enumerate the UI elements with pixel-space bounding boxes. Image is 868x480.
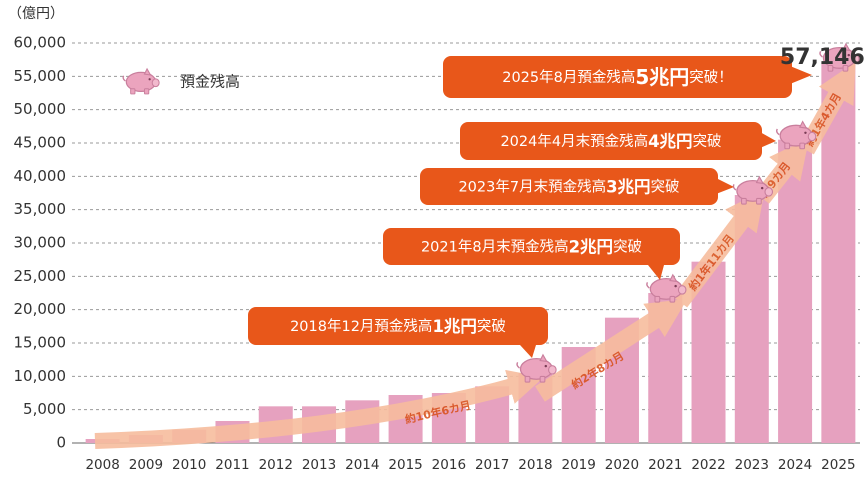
growth-arrow [672, 189, 765, 308]
callout-part: 突破 [693, 133, 722, 150]
x-tick-label: 2013 [302, 457, 336, 473]
callout-box [443, 56, 792, 98]
x-tick-label: 2010 [172, 457, 206, 473]
callout-part: 2024年4月末預金残高 [500, 133, 648, 150]
callout-part: 1兆円 [432, 317, 476, 336]
x-tick-label: 2022 [691, 457, 725, 473]
x-tick-label: 2019 [562, 457, 596, 473]
y-tick-label: 35,000 [14, 200, 67, 218]
callout-box [460, 122, 762, 160]
callout-tail [790, 66, 812, 84]
y-tick-label: 10,000 [14, 367, 67, 385]
y-tick-label: 0 [56, 434, 66, 452]
callout-part: 突破 [477, 318, 506, 335]
y-tick-label: 50,000 [14, 100, 67, 118]
callout-box [383, 228, 680, 265]
x-tick-label: 2024 [778, 457, 812, 473]
callout-part: 突破 [651, 179, 680, 196]
callout-part: 突破！ [689, 69, 733, 86]
y-tick-label: 60,000 [14, 34, 67, 52]
callout-part: 2023年7月末預金残高 [458, 179, 606, 196]
callout-part: 2025年8月預金残高 [502, 69, 635, 86]
unit-label: （億円） [8, 6, 64, 22]
callout-tail [520, 345, 536, 358]
growth-arrow [535, 298, 688, 402]
callout-part: 5兆円 [635, 65, 689, 89]
callout-box [420, 168, 718, 205]
callout-text: 2018年12月預金残高1兆円突破 [290, 317, 506, 336]
callout-part: 突破 [613, 239, 642, 256]
y-tick-label: 45,000 [14, 134, 67, 152]
callout-tail [760, 132, 776, 148]
legend-label: 預金残高 [180, 73, 240, 91]
callout-box [248, 307, 548, 345]
x-tick-label: 2018 [518, 457, 552, 473]
bar [778, 139, 813, 443]
y-tick-label: 5,000 [23, 400, 66, 418]
y-tick-label: 20,000 [14, 300, 67, 318]
x-tick-label: 2008 [85, 457, 119, 473]
x-tick-label: 2014 [345, 457, 379, 473]
legend-icon [122, 68, 160, 95]
callout-part: 4兆円 [648, 132, 692, 151]
callout-text: 2024年4月末預金残高4兆円突破 [500, 132, 721, 151]
growth-arrow [94, 369, 544, 449]
callout-part: 3兆円 [606, 177, 650, 196]
y-tick-label: 55,000 [14, 67, 67, 85]
y-tick-label: 40,000 [14, 167, 67, 185]
x-tick-label: 2009 [129, 457, 163, 473]
x-tick-label: 2023 [735, 457, 769, 473]
callout-text: 2025年8月預金残高5兆円突破！ [502, 65, 733, 89]
callout-part: 2018年12月預金残高 [290, 318, 432, 335]
y-tick-label: 15,000 [14, 334, 67, 352]
y-tick-label: 25,000 [14, 267, 67, 285]
callout-text: 2023年7月末預金残高3兆円突破 [458, 177, 679, 196]
callout-tail [716, 178, 734, 194]
x-tick-label: 2011 [215, 457, 249, 473]
x-tick-label: 2025 [821, 457, 855, 473]
x-tick-label: 2021 [648, 457, 682, 473]
callout-tail [648, 265, 664, 280]
callout-part: 2021年8月末預金残高 [421, 239, 569, 256]
x-tick-label: 2016 [432, 457, 466, 473]
x-tick-label: 2017 [475, 457, 509, 473]
y-tick-label: 30,000 [14, 234, 67, 252]
callout-part: 2兆円 [569, 237, 613, 256]
x-tick-label: 2015 [388, 457, 422, 473]
value-label: 57,146 [780, 45, 865, 70]
x-tick-label: 2020 [605, 457, 639, 473]
callout-text: 2021年8月末預金残高2兆円突破 [421, 237, 642, 256]
x-tick-label: 2012 [259, 457, 293, 473]
